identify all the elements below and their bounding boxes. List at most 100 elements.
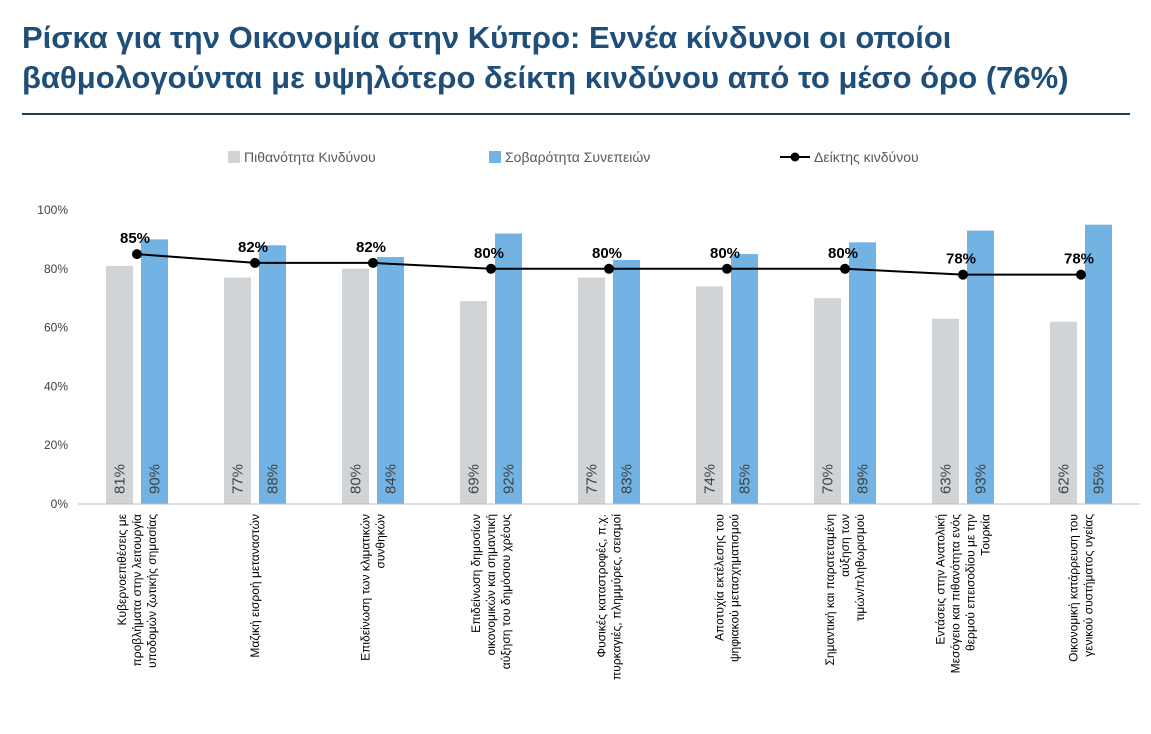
severity-bar [967, 230, 994, 504]
legend-label-2: Σοβαρότητα Συνεπειών [505, 149, 650, 165]
risk-index-label: 82% [238, 239, 268, 256]
x-category-line: αύξηση του δημόσιου χρέους [499, 514, 513, 669]
x-category-line: Μεσόγειο και πιθανότητα ενός [949, 514, 963, 674]
severity-bar [141, 239, 168, 504]
likelihood-bar [578, 277, 605, 504]
risk-index-point [958, 269, 968, 280]
x-category-label: Επιδείνωση δημοσίωνοικονομικών και σημαν… [469, 514, 513, 669]
x-category-line: Τουρκία [979, 514, 993, 556]
x-category-line: Εντάσεις στην Ανατολική [934, 514, 948, 645]
severity-bar [259, 245, 286, 504]
risk-index-label: 80% [710, 245, 740, 262]
severity-bar-label: 83% [619, 464, 636, 494]
x-category-line: Μαζική εισροή μεταναστών [248, 514, 262, 658]
x-category-line: Κυβερνοεπιθέσεις με [115, 513, 129, 625]
y-tick-label: 40% [44, 379, 68, 393]
risk-index-label: 85% [120, 230, 150, 247]
likelihood-bar [932, 318, 959, 504]
likelihood-bar-label: 74% [702, 464, 719, 494]
severity-bar-label: 95% [1091, 464, 1108, 494]
likelihood-bar [814, 298, 841, 504]
severity-bar [849, 242, 876, 504]
title-line-1: Ρίσκα για την Οικονομία στην Κύπρο: Εννέ… [22, 20, 952, 55]
risk-index-label: 82% [356, 239, 386, 256]
risk-index-label: 80% [592, 245, 622, 262]
risk-index-label: 78% [1064, 251, 1094, 268]
severity-bar [613, 259, 640, 504]
x-category-line: ψηφιακού μετασχηματισμού [728, 514, 742, 662]
x-category-line: συνθηκών [374, 514, 388, 569]
risk-index-line: 85% 82% 82% 80% 80% 80% 80% 78% 78% [120, 230, 1094, 280]
x-category-line: αύξηση των [838, 514, 852, 577]
x-category-line: Αποτυχία εκτέλεσης του [713, 514, 727, 641]
severity-bar [1085, 224, 1112, 504]
title-line-2: βαθμολογούνται με υψηλότερο δείκτη κινδύ… [22, 60, 1069, 95]
likelihood-bar [106, 265, 133, 504]
likelihood-bar [342, 268, 369, 504]
likelihood-bar-label: 81% [112, 464, 129, 494]
risk-index-label: 80% [474, 245, 504, 262]
severity-bar-label: 93% [973, 464, 990, 494]
risk-index-point [840, 263, 850, 274]
severity-bar [495, 233, 522, 504]
risk-index-label: 78% [946, 251, 976, 268]
x-category-line: Οικονομική κατάρρευση του [1067, 514, 1081, 662]
risk-index-point [132, 249, 142, 260]
likelihood-bar-label: 63% [938, 464, 955, 494]
x-category-line: υποδομών ζωτικής σημασίας [145, 514, 159, 668]
severity-bar-label: 92% [501, 464, 518, 494]
y-tick-label: 80% [44, 262, 68, 276]
x-axis: Κυβερνοεπιθέσεις μεπροβλήματα στην λειτο… [78, 503, 1140, 680]
title-divider [22, 113, 1130, 115]
severity-bar [377, 257, 404, 504]
risk-index-point [250, 257, 260, 268]
x-category-line: πυρκαγιές, πλημμύρες, σεισμοί [610, 514, 624, 680]
x-category-line: Σημαντική και παρατεταμένη [823, 514, 837, 666]
x-category-label: Οικονομική κατάρρευση τουγενικού συστήμα… [1067, 514, 1096, 662]
y-tick-label: 0% [51, 497, 69, 511]
severity-bar [731, 254, 758, 504]
x-category-label: Κυβερνοεπιθέσεις μεπροβλήματα στην λειτο… [115, 513, 159, 668]
severity-bar-label: 85% [737, 464, 754, 494]
severity-bar-label: 89% [855, 464, 872, 494]
likelihood-bar [696, 286, 723, 504]
y-tick-label: 20% [44, 438, 68, 452]
risk-index-point [368, 257, 378, 268]
x-category-line: Επιδείνωση των κλιματικών [359, 514, 373, 661]
x-category-line: θερμού επεισοδίου με την [964, 514, 978, 651]
x-category-line: οικονομικών και σημαντική [484, 514, 498, 655]
x-category-label: Εντάσεις στην ΑνατολικήΜεσόγειο και πιθα… [934, 514, 993, 674]
x-category-label: Σημαντική και παρατεταμένηαύξηση τωντιμώ… [823, 514, 867, 666]
risk-index-point [486, 263, 496, 274]
y-tick-label: 60% [44, 321, 68, 335]
likelihood-bar [460, 301, 487, 504]
likelihood-bar-label: 69% [466, 464, 483, 494]
risk-index-label: 80% [828, 245, 858, 262]
legend-swatch-1 [228, 151, 240, 163]
x-category-label: Μαζική εισροή μεταναστών [248, 514, 262, 658]
x-category-line: προβλήματα στην λειτουργία [130, 514, 144, 667]
y-tick-label: 100% [37, 203, 68, 217]
likelihood-bar-label: 77% [584, 464, 601, 494]
likelihood-bar-label: 80% [348, 464, 365, 494]
legend: Πιθανότητα Κινδύνου Σοβαρότητα Συνεπειών Δ… [228, 149, 919, 165]
legend-marker [790, 152, 800, 162]
x-category-label: Φυσικές καταστροφές, π.χ.πυρκαγιές, πλημ… [595, 514, 624, 680]
severity-bar-label: 90% [147, 464, 164, 494]
likelihood-bar [224, 277, 251, 504]
severity-bar-label: 84% [383, 464, 400, 494]
likelihood-bar-label: 77% [230, 464, 247, 494]
legend-label-1: Πιθανότητα Κινδύνου [244, 149, 376, 165]
bars: 81% 90% 77% 88% 80% 84% 69% 92% 77% 83% 74% 85% 70% 8… [106, 224, 1112, 504]
likelihood-bar-label: 62% [1056, 464, 1073, 494]
legend-label-3: Δείκτης κινδύνου [814, 149, 919, 165]
x-category-label: Αποτυχία εκτέλεσης τουψηφιακού μετασχημα… [713, 514, 742, 662]
y-axis: 0% 20% 40% 60% 80% 100% [37, 203, 68, 511]
risk-index-point [1076, 269, 1086, 280]
x-category-line: Φυσικές καταστροφές, π.χ. [595, 514, 609, 657]
likelihood-bar-label: 70% [820, 464, 837, 494]
severity-bar-label: 88% [265, 464, 282, 494]
likelihood-bar [1050, 321, 1077, 504]
x-category-line: γενικού συστήματος υγείας [1082, 514, 1096, 657]
